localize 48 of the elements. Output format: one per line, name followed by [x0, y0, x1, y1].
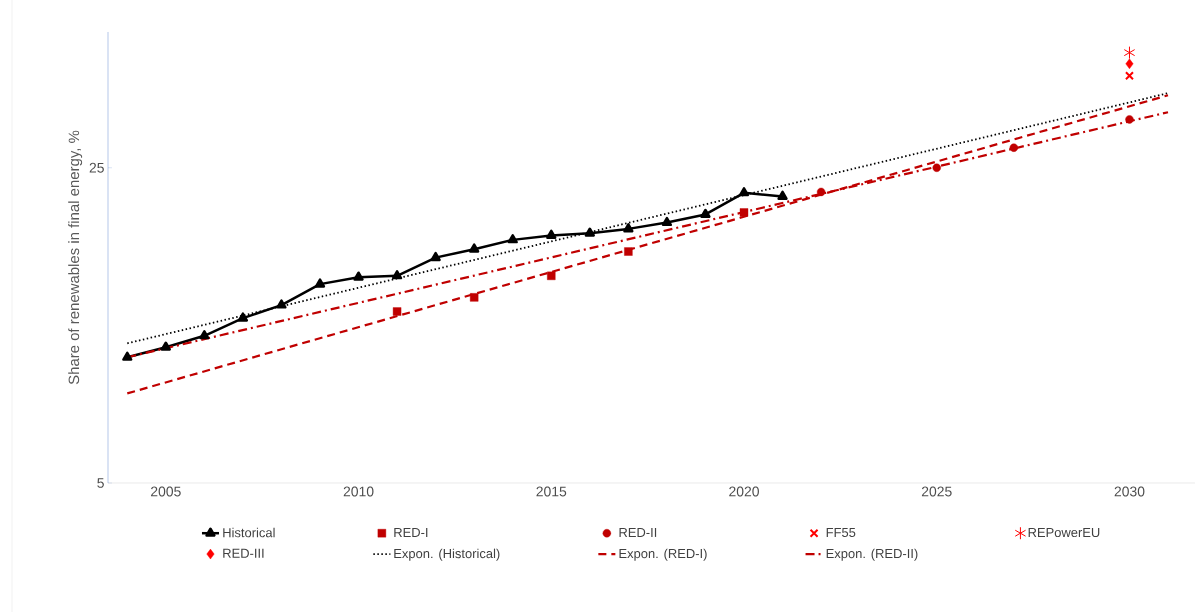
point — [1123, 46, 1136, 60]
point — [507, 234, 518, 244]
legend-label: RED-II — [619, 528, 657, 537]
legend-label: REPowerEU — [1028, 528, 1100, 538]
point — [314, 278, 326, 288]
point — [1125, 115, 1134, 124]
point — [470, 293, 479, 302]
point — [739, 208, 749, 217]
point — [392, 307, 402, 316]
point — [276, 299, 287, 309]
legend-label: RED-III — [223, 548, 264, 558]
point — [237, 312, 249, 322]
point — [661, 216, 673, 227]
point — [122, 351, 133, 361]
y-axis-title: Share of renewables in final energy, % — [68, 130, 83, 385]
legend-label: RED-I — [394, 528, 428, 537]
point — [584, 227, 595, 237]
y-tick-label: 25 — [89, 162, 104, 173]
legend-label: FF55 — [826, 528, 856, 538]
x-tick-label: 2020 — [729, 486, 759, 497]
point — [623, 223, 634, 233]
point — [1009, 143, 1019, 152]
point — [469, 243, 480, 253]
point — [816, 187, 826, 197]
point — [547, 271, 556, 280]
point — [738, 187, 750, 197]
point — [160, 341, 171, 351]
y-tick-label: 5 — [97, 478, 104, 488]
x-tick-label: 2030 — [1114, 486, 1145, 497]
point — [1124, 71, 1134, 81]
legend-label: Historical — [223, 527, 275, 538]
point — [546, 229, 557, 239]
point — [199, 330, 210, 340]
point — [624, 247, 633, 256]
point — [932, 163, 941, 172]
point — [700, 208, 711, 218]
x-tick-label: 2010 — [343, 486, 374, 497]
point — [430, 251, 441, 262]
x-tick-label: 2005 — [151, 486, 181, 497]
legend-label: Expon. (RED-II) — [826, 548, 918, 561]
legend-label: Expon. (RED-I) — [619, 548, 707, 561]
point — [777, 190, 788, 200]
point — [353, 271, 364, 281]
legend-label: Expon. (Historical) — [394, 548, 500, 561]
point — [391, 270, 403, 280]
x-tick-label: 2015 — [536, 486, 567, 497]
point — [1125, 58, 1134, 70]
x-tick-label: 2025 — [921, 486, 952, 497]
